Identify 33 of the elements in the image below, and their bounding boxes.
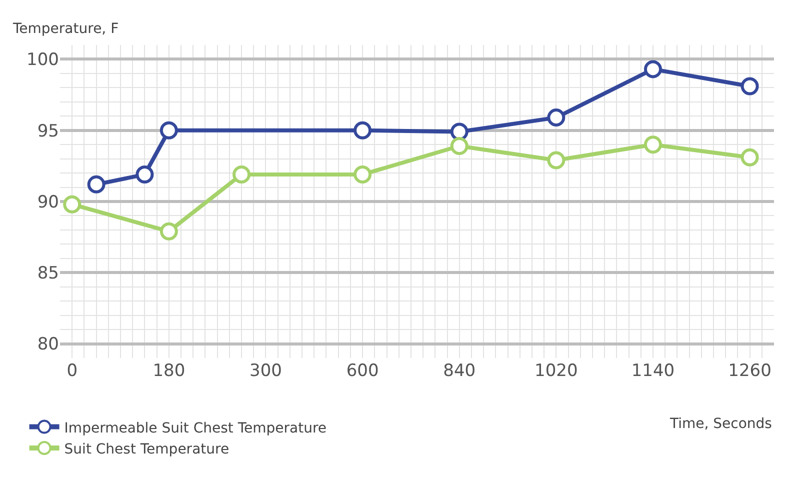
point [740,77,759,96]
y-tick-label: 95 [37,121,59,142]
point [644,136,662,154]
y-tick-label: 100 [26,50,59,70]
point [136,165,154,184]
point [547,108,566,127]
point [354,121,372,140]
x-axis-title: Time, Seconds [669,416,772,432]
point [644,60,662,78]
point [87,175,106,194]
x-tick-label: 300 [250,361,282,381]
point [160,222,178,240]
point [63,195,82,214]
point [354,165,372,184]
x-tick-label: 1260 [728,361,772,381]
point [450,122,468,141]
x-tick-label: 180 [152,361,186,381]
x-tick-label: 1140 [631,361,675,381]
y-tick-label: 85 [37,264,59,284]
y-tick-label: 80 [37,334,59,355]
x-tick-label: 1020 [534,361,578,381]
point [547,151,566,170]
point [450,137,468,156]
y-axis-title: Temperature, F [12,21,119,37]
point [740,148,759,166]
x-tick-label: 600 [346,361,379,381]
point [160,121,178,140]
legend-label: Suit Chest Temperature [64,441,230,458]
x-tick-label: 0 [66,361,78,381]
y-tick-label: 90 [37,192,59,212]
legend-label: Impermeable Suit Chest Temperature [64,420,327,436]
x-tick-label: 840 [443,361,476,381]
point [232,165,251,184]
